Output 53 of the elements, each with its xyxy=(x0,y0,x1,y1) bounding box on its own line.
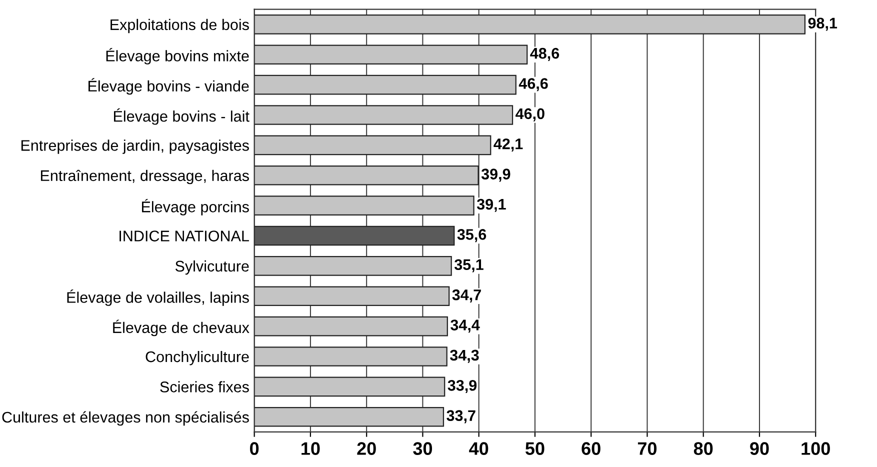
bar xyxy=(254,74,516,95)
data-label: 39,1 xyxy=(476,198,506,212)
bar xyxy=(254,316,448,336)
bar xyxy=(254,346,448,366)
data-label: 98,1 xyxy=(808,18,838,31)
y-tick-label: Exploitations de bois xyxy=(110,18,249,34)
y-tick-label: Élevage bovins - viande xyxy=(88,78,249,95)
bar xyxy=(254,135,492,156)
x-tick-label: 10 xyxy=(302,442,320,455)
x-tick-label: 60 xyxy=(582,442,600,455)
data-label: 34,3 xyxy=(450,350,479,363)
data-label: 34,4 xyxy=(450,320,480,333)
y-tick-label: Entraînement, dressage, haras xyxy=(40,170,249,184)
y-tick-label: Élevage de volailles, lapins xyxy=(67,290,249,306)
y-tick-label: Entreprises de jardin, paysagistes xyxy=(21,140,249,154)
x-tick-label: 90 xyxy=(750,442,769,455)
bar xyxy=(254,196,474,216)
bar xyxy=(254,105,514,125)
data-label: 35,1 xyxy=(454,259,484,272)
y-tick-label: Sylvicuture xyxy=(175,260,249,275)
data-label: 33,7 xyxy=(446,410,476,424)
bar xyxy=(254,256,452,276)
x-tick-label: 50 xyxy=(525,442,544,455)
x-tick-label: 40 xyxy=(469,442,488,455)
data-label: 42,1 xyxy=(494,138,523,152)
bar xyxy=(254,376,446,397)
data-label: 35,6 xyxy=(457,229,486,242)
bar xyxy=(254,226,455,246)
data-label: 34,7 xyxy=(452,289,481,302)
y-tick-label: Cultures et élevages non spécialisés xyxy=(2,411,249,426)
x-tick-label: 30 xyxy=(413,442,432,455)
bar xyxy=(254,44,528,65)
bar xyxy=(254,286,450,306)
x-tick-label: 80 xyxy=(694,442,713,455)
y-tick-label: Scieries fixes xyxy=(160,381,249,392)
y-tick-label: INDICE NATIONAL xyxy=(120,230,249,242)
bar xyxy=(254,406,444,427)
x-tick-label: 100 xyxy=(802,442,830,455)
data-label: 39,9 xyxy=(481,168,510,182)
x-tick-label: 20 xyxy=(357,442,376,455)
x-tick-label: 70 xyxy=(638,442,657,455)
y-tick-label: Élevage bovins mixte xyxy=(106,48,249,64)
y-tick-label: Élevage de chevaux xyxy=(113,320,250,336)
bar xyxy=(254,165,479,186)
y-tick-label: Élevage bovins - lait xyxy=(114,108,250,125)
data-label: 33,9 xyxy=(448,380,477,394)
data-label: 48,6 xyxy=(530,48,560,61)
y-tick-label: Élevage porcins xyxy=(142,198,249,216)
x-tick-label: 0 xyxy=(250,442,259,455)
data-label: 46,0 xyxy=(516,108,544,122)
data-label: 46,6 xyxy=(518,78,548,92)
bar xyxy=(254,14,806,34)
y-tick-label: Conchyliculture xyxy=(146,350,249,366)
